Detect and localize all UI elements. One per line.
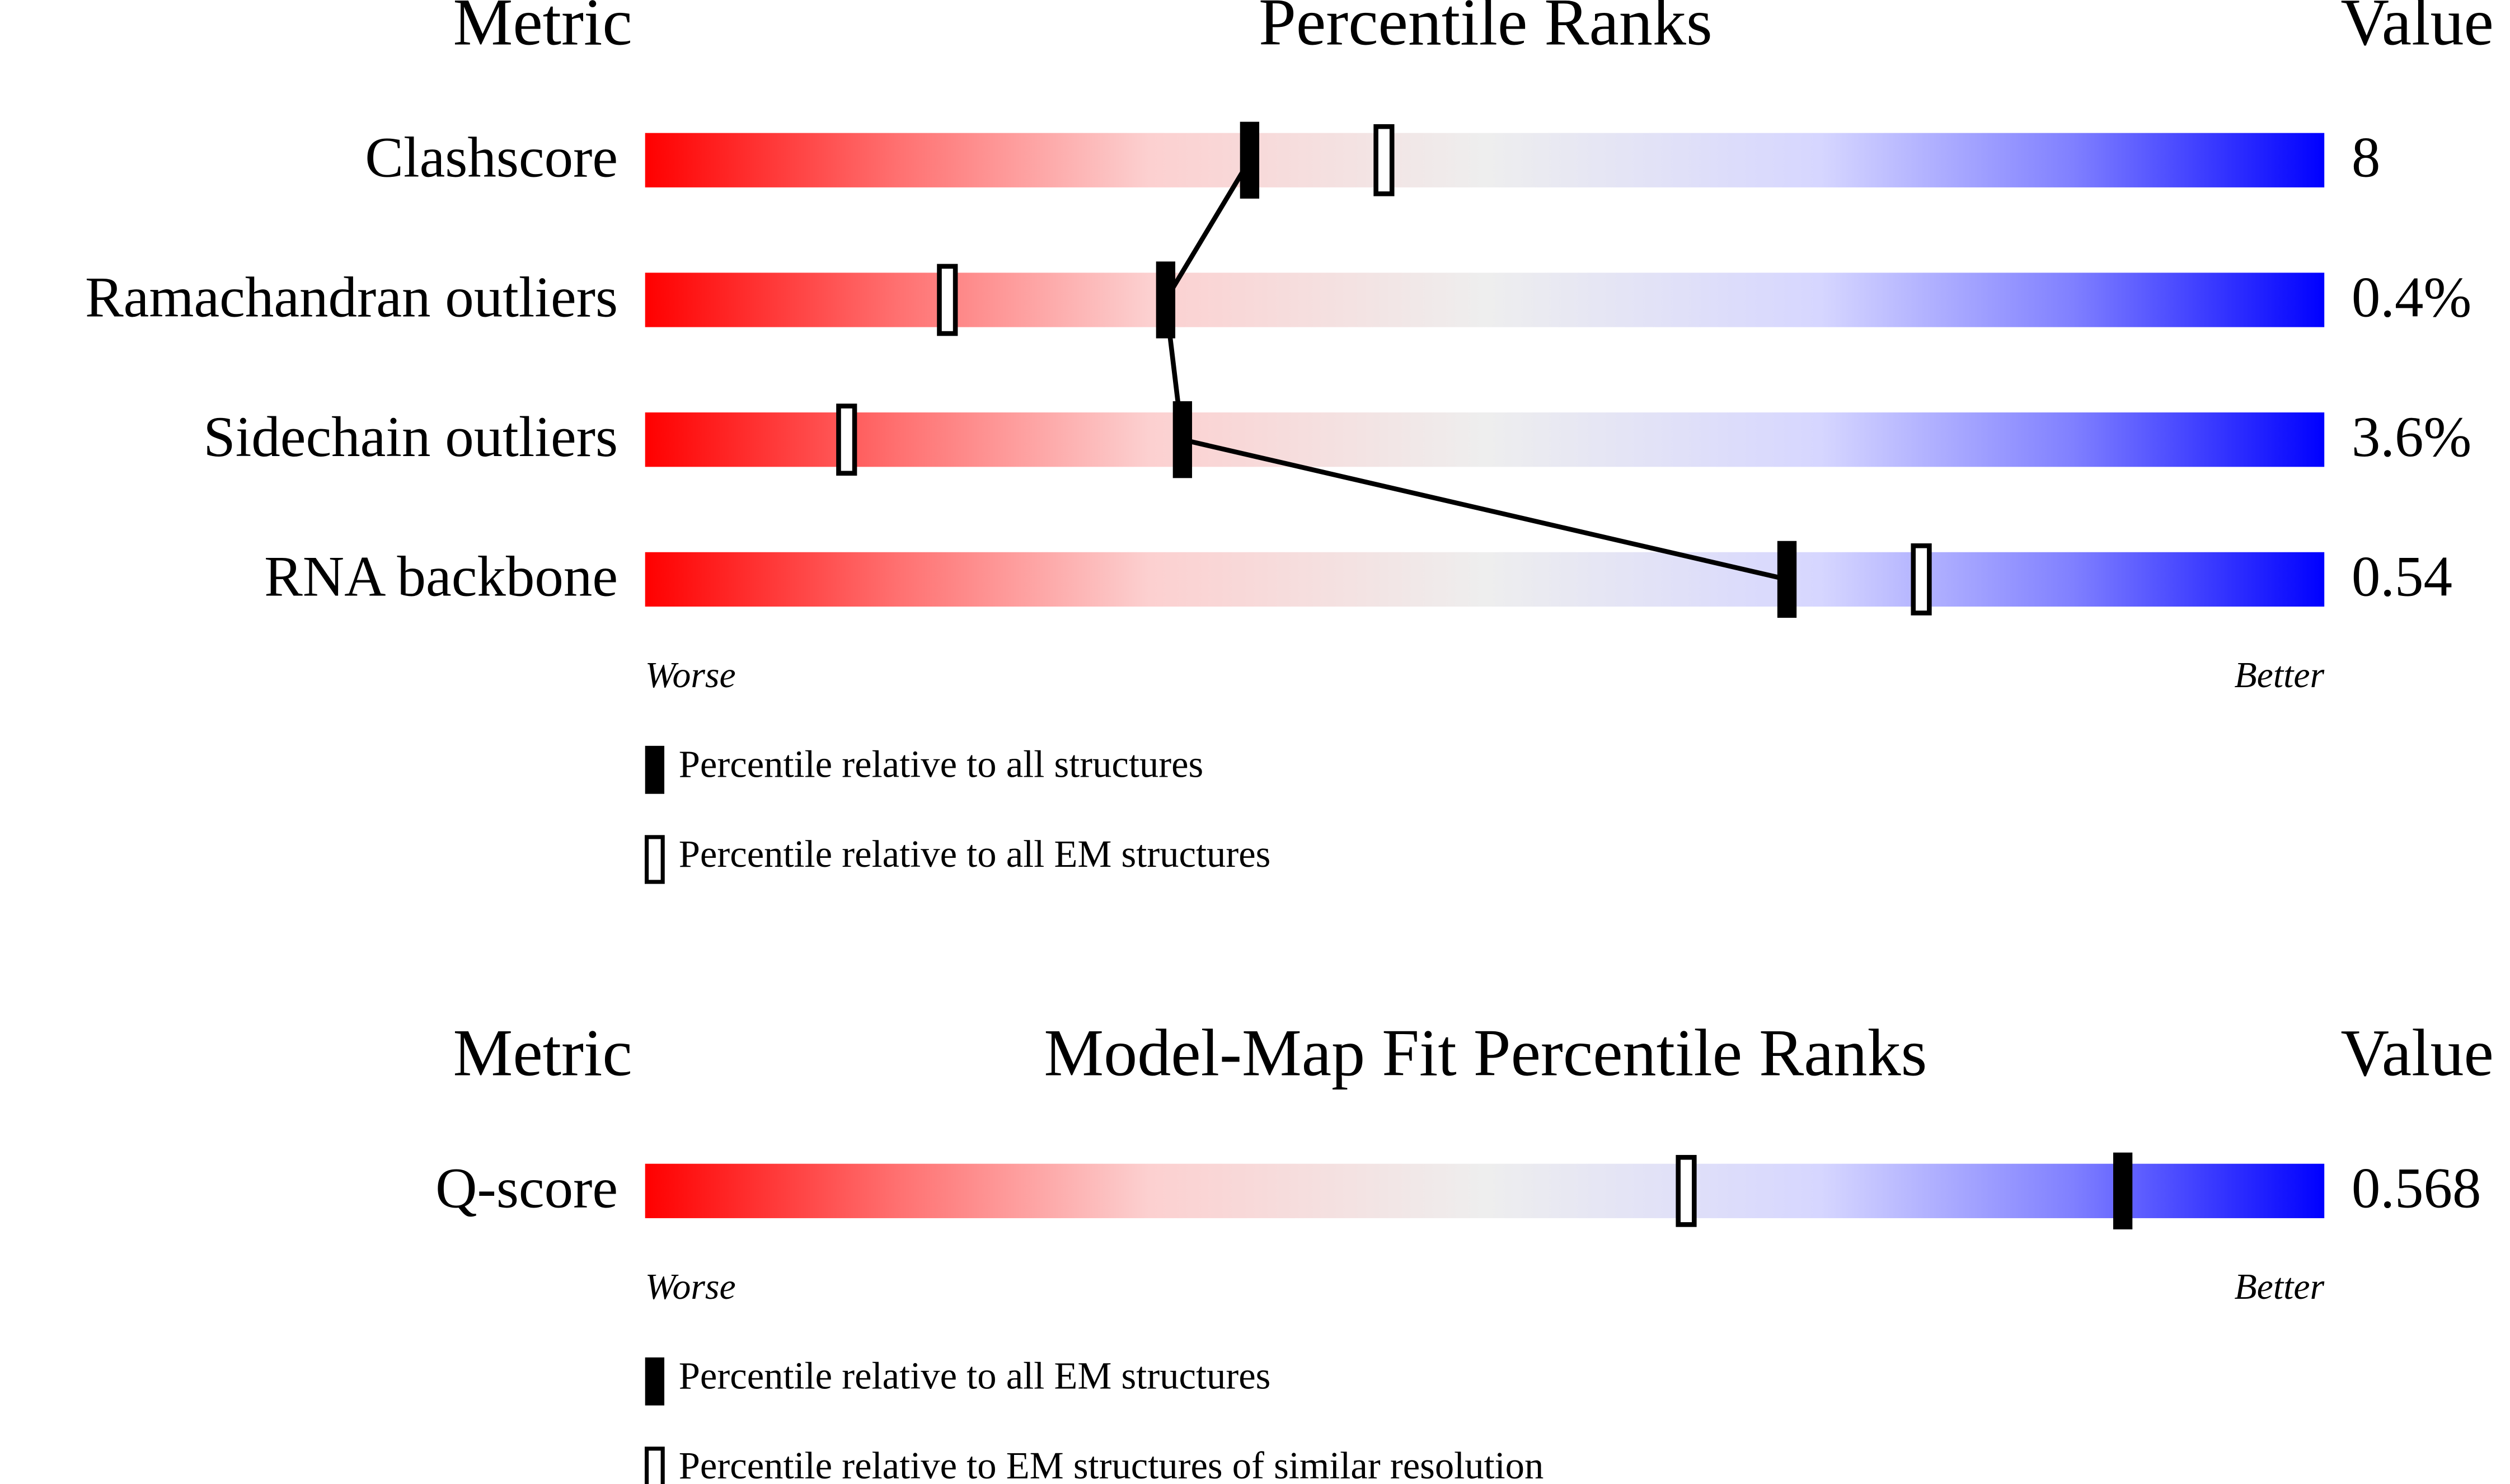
metric-value: 0.54 [2352, 545, 2452, 609]
gradient-bar [645, 273, 2325, 327]
percentile-marker-hollow [836, 403, 857, 476]
gradient-bar [645, 552, 2325, 607]
legend-label: Percentile relative to all structures [679, 743, 1204, 786]
metric-value: 8 [2352, 126, 2380, 190]
percentile-marker-hollow [1676, 1154, 1697, 1227]
gradient-bar [645, 133, 2325, 187]
low-label: Worse [645, 655, 736, 696]
chart-title: Model-Map Fit Percentile Ranks [1044, 1015, 1927, 1089]
legend-label: Percentile relative to EM structures of … [679, 1444, 1544, 1484]
percentile-marker-hollow [1373, 124, 1395, 196]
gradient-bar [645, 1163, 2325, 1218]
metric-header: Metric [453, 0, 632, 59]
connector-line [1163, 159, 1788, 582]
metric-value: 0.568 [2352, 1157, 2481, 1220]
legend-swatch-hollow [644, 835, 665, 884]
low-label: Worse [645, 1266, 736, 1307]
legend-swatch [645, 1357, 665, 1406]
percentile-marker-hollow [937, 264, 958, 336]
metric-label: Ramachandran outliers [85, 265, 618, 329]
metric-label: Sidechain outliers [203, 405, 618, 469]
legend-swatch-hollow [644, 1447, 665, 1484]
percentile-marker-hollow [1911, 543, 1932, 616]
metric-header: Metric [453, 1015, 632, 1089]
chart-title: Percentile Ranks [1259, 0, 1713, 59]
value-header: Value [2340, 1015, 2494, 1089]
metric-label: RNA backbone [264, 545, 618, 609]
metric-value: 0.4% [2352, 265, 2472, 329]
percentile-marker [1777, 541, 1797, 618]
metric-value: 3.6% [2352, 405, 2472, 469]
legend-label: Percentile relative to all EM structures [679, 1355, 1271, 1397]
percentile-marker [1156, 261, 1176, 339]
value-header: Value [2340, 0, 2494, 59]
metric-label: Clashscore [365, 126, 618, 190]
legend-swatch [645, 745, 665, 794]
high-label: Better [2234, 1266, 2324, 1307]
percentile-marker [2113, 1152, 2133, 1229]
percentile-marker [1240, 121, 1260, 199]
percentile-marker [1172, 401, 1193, 478]
gradient-bar [645, 412, 2325, 467]
legend-label: Percentile relative to all EM structures [679, 833, 1271, 875]
high-label: Better [2234, 655, 2324, 696]
metric-label: Q-score [435, 1157, 618, 1220]
